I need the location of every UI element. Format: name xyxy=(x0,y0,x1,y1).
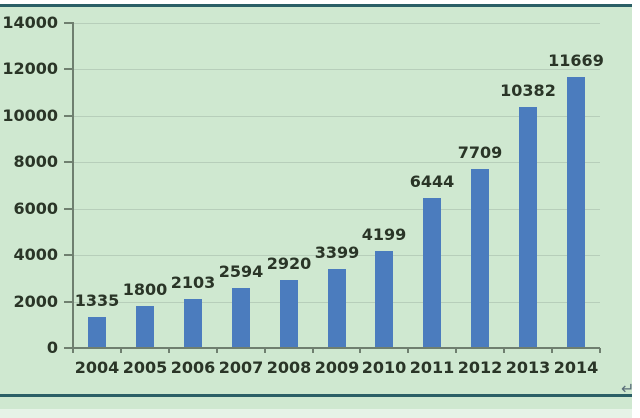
bar-value-label: 10382 xyxy=(500,81,556,100)
x-axis-tick xyxy=(503,348,505,353)
x-axis-tick xyxy=(264,348,266,353)
bar xyxy=(328,269,346,348)
bar-value-label: 1800 xyxy=(122,280,168,299)
y-axis-tick xyxy=(64,115,74,117)
x-tick-label: 2013 xyxy=(505,358,551,377)
bar-value-label: 2920 xyxy=(266,254,312,273)
bar xyxy=(519,107,537,348)
y-tick-label: 4000 xyxy=(13,245,58,264)
gridline xyxy=(73,255,600,256)
bar xyxy=(471,169,489,348)
bar-value-label: 3399 xyxy=(314,243,360,262)
carriage-return-icon: ↵ xyxy=(621,379,635,398)
x-tick-label: 2007 xyxy=(218,358,264,377)
x-axis-tick xyxy=(359,348,361,353)
footer-strip-light xyxy=(0,409,632,418)
x-tick-label: 2011 xyxy=(409,358,455,377)
y-axis-tick xyxy=(64,68,74,70)
x-axis-tick xyxy=(120,348,122,353)
gridline xyxy=(73,116,600,117)
x-axis-tick xyxy=(551,348,553,353)
y-axis-line xyxy=(72,23,74,352)
x-axis-tick xyxy=(312,348,314,353)
bar xyxy=(136,306,154,348)
bar xyxy=(232,288,250,348)
bar-value-label: 1335 xyxy=(74,291,120,310)
x-axis-tick xyxy=(407,348,409,353)
x-tick-label: 2006 xyxy=(170,358,216,377)
footer-strip xyxy=(0,397,632,409)
y-tick-label: 6000 xyxy=(13,199,58,218)
bar xyxy=(567,77,585,348)
gridline xyxy=(73,69,600,70)
bar-value-label: 4199 xyxy=(361,225,407,244)
x-tick-label: 2012 xyxy=(457,358,503,377)
y-axis-tick xyxy=(64,301,74,303)
y-axis-tick xyxy=(64,347,74,349)
y-tick-label: 12000 xyxy=(2,59,58,78)
bar-value-label: 2594 xyxy=(218,262,264,281)
y-tick-label: 10000 xyxy=(2,106,58,125)
x-tick-label: 2010 xyxy=(361,358,407,377)
y-axis-tick xyxy=(64,254,74,256)
bar-value-label: 2103 xyxy=(170,273,216,292)
y-tick-label: 2000 xyxy=(13,292,58,311)
x-tick-label: 2014 xyxy=(553,358,599,377)
x-tick-label: 2004 xyxy=(74,358,120,377)
x-axis-tick xyxy=(216,348,218,353)
bottom-border-line xyxy=(0,394,632,397)
bar xyxy=(423,198,441,348)
x-axis-tick xyxy=(455,348,457,353)
x-tick-label: 2005 xyxy=(122,358,168,377)
y-axis-tick xyxy=(64,22,74,24)
bar xyxy=(375,251,393,348)
x-axis-line xyxy=(73,347,600,349)
bar xyxy=(184,299,202,348)
y-tick-label: 0 xyxy=(46,338,58,357)
x-axis-tick xyxy=(599,348,601,353)
bar-value-label: 6444 xyxy=(409,172,455,191)
gridline xyxy=(73,162,600,163)
x-axis-tick xyxy=(72,348,74,353)
gridline xyxy=(73,23,600,24)
x-tick-label: 2009 xyxy=(314,358,360,377)
bar xyxy=(280,280,298,348)
bar-value-label: 11669 xyxy=(548,51,604,70)
bar xyxy=(88,317,106,348)
y-tick-label: 14000 xyxy=(2,13,58,32)
x-tick-label: 2008 xyxy=(266,358,312,377)
x-axis-tick xyxy=(168,348,170,353)
gridline xyxy=(73,209,600,210)
bar-value-label: 7709 xyxy=(457,143,503,162)
y-tick-label: 8000 xyxy=(13,152,58,171)
y-axis-tick xyxy=(64,208,74,210)
top-border-line xyxy=(0,4,632,7)
y-axis-tick xyxy=(64,161,74,163)
